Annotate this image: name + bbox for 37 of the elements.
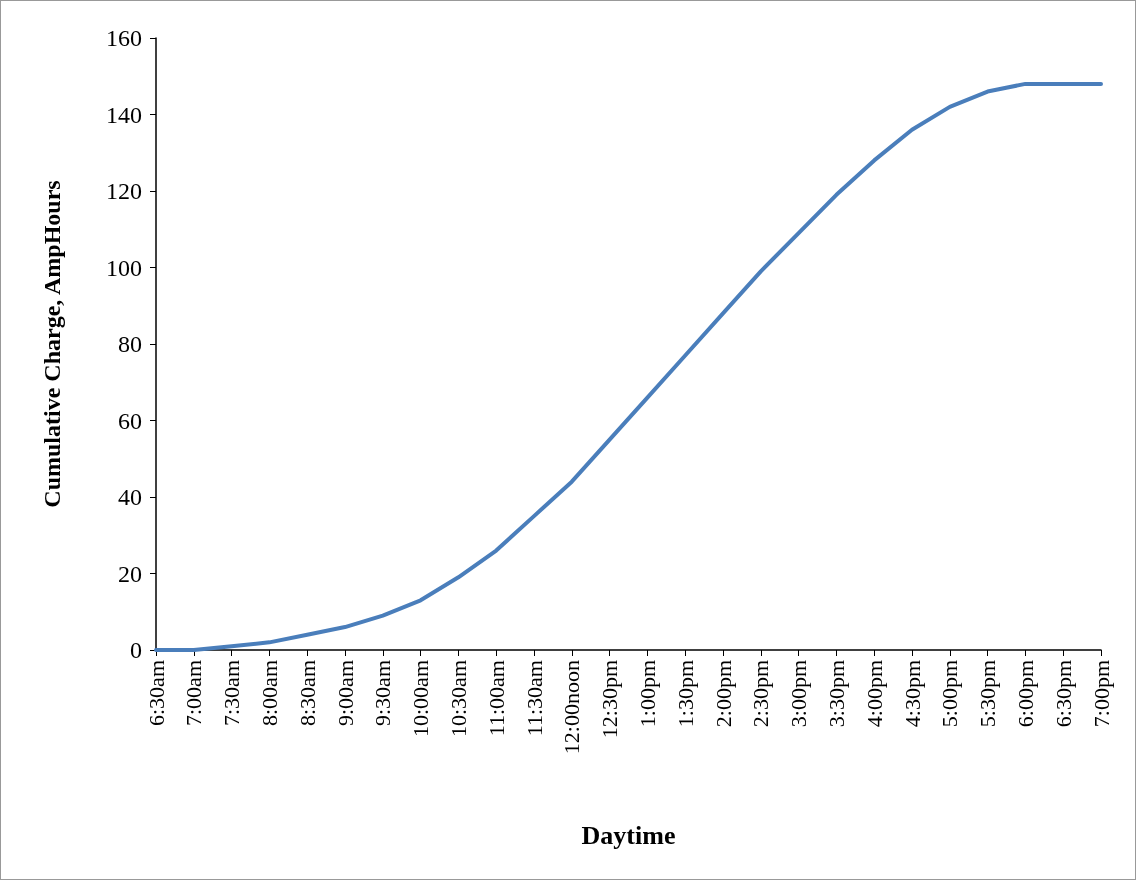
x-tick-label: 3:00pm [786,660,812,728]
x-tick-label: 7:00pm [1088,660,1114,728]
x-tick-label: 7:00am [181,660,207,726]
x-tick-label: 12:30pm [597,660,623,739]
x-tick-label: 7:30am [219,660,245,726]
x-tick-label: 5:30pm [975,660,1001,728]
y-tick-label: 40 [118,484,142,510]
x-tick-label: 8:30am [294,660,320,726]
x-tick-label: 9:00am [332,660,358,726]
y-tick-label: 160 [106,25,142,51]
y-tick-label: 20 [118,560,142,587]
x-tick-label: 4:00pm [861,660,887,728]
x-tick-label: 8:00am [256,660,282,726]
y-tick-label: 140 [106,101,142,128]
y-axis-title: Cumulative Charge, AmpHours [39,180,65,508]
x-tick-label: 6:00pm [1012,660,1038,728]
x-tick-label: 3:30pm [823,660,849,728]
y-tick-label: 120 [106,178,142,204]
x-tick-label: 2:00pm [710,660,736,728]
x-tick-label: 1:30pm [672,660,698,728]
y-tick-label: 0 [130,637,142,663]
x-tick-label: 11:30am [521,660,547,737]
x-tick-label: 6:30pm [1050,660,1076,728]
x-tick-label: 4:30pm [899,660,925,728]
y-tick-label: 100 [106,254,142,281]
x-tick-label: 10:30am [445,660,471,737]
x-tick-label: 6:30am [143,660,169,726]
x-tick-label: 9:30am [370,660,396,726]
y-tick-label: 80 [118,331,142,357]
x-tick-label: 12:00noon [559,660,585,755]
x-tick-label: 1:00pm [634,660,660,728]
x-tick-label: 2:30pm [748,660,774,728]
x-axis-title: Daytime [581,820,676,850]
x-tick-label: 10:00am [408,660,434,737]
x-tick-label: 5:00pm [937,660,963,728]
y-tick-label: 60 [118,407,142,434]
x-tick-label: 11:00am [483,660,509,737]
